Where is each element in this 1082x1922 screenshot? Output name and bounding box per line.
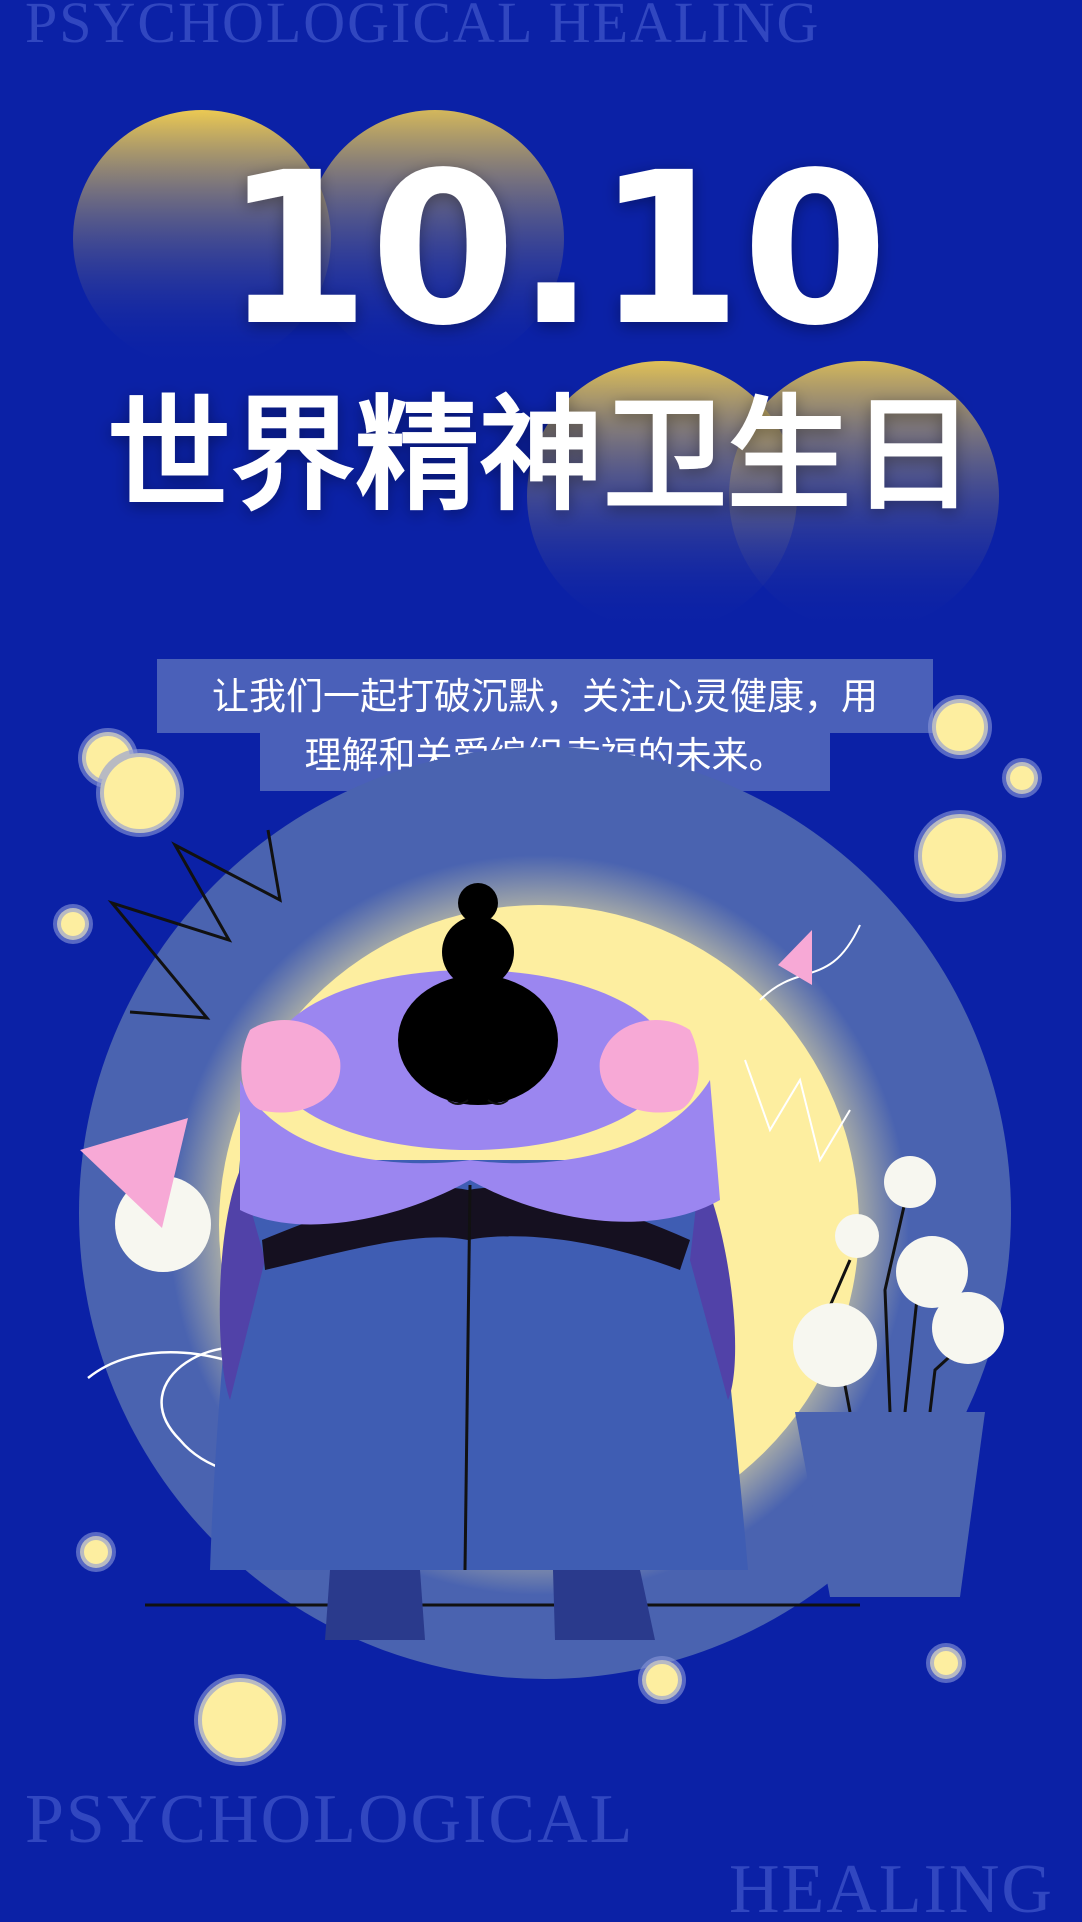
subtitle-line: 让我们一起打破沉默，关注心灵健康，用 (212, 675, 878, 718)
moons (73, 110, 999, 631)
illustration (53, 695, 1042, 1766)
subtitle-box (157, 659, 933, 733)
title: 世界精神卫生日 (107, 384, 975, 528)
date: 10.10 (224, 127, 888, 372)
bottom-watermark-right: HEALING (729, 1851, 1054, 1922)
bottom-watermark-left: PSYCHOLOGICAL (25, 1781, 634, 1858)
top-watermark: PSYCHOLOGICAL HEALING (25, 0, 820, 55)
